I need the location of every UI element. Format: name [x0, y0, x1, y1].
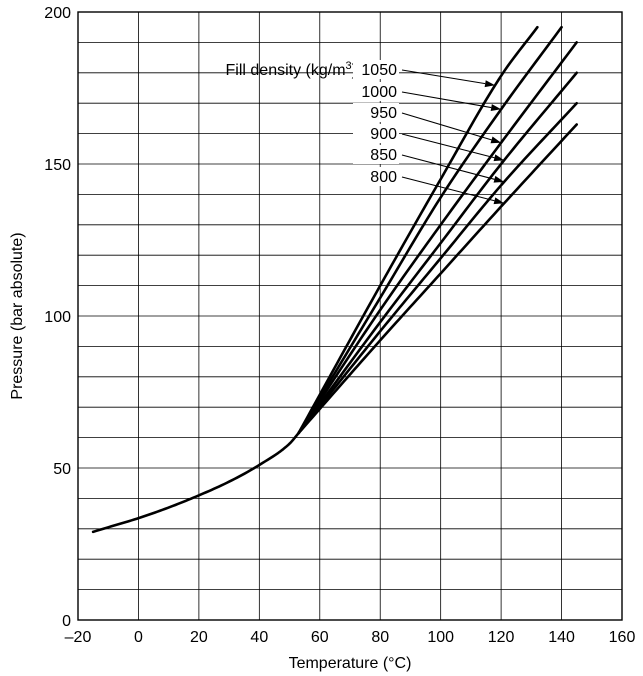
series-line-850 — [297, 101, 578, 435]
legend-arrowhead-1000 — [490, 104, 502, 112]
x-tick-label: 80 — [371, 629, 389, 646]
x-tick-label: 40 — [250, 629, 268, 646]
series-line-900 — [297, 71, 578, 435]
curve-saturation — [91, 431, 300, 534]
x-tick-label: 0 — [134, 629, 143, 646]
legend-label-800: 800 — [370, 169, 397, 186]
series-line-950 — [297, 41, 578, 435]
y-tick-label: 0 — [62, 613, 71, 630]
series-line-800 — [297, 123, 578, 435]
legend-arrow-850 — [401, 154, 495, 180]
legend-label-850: 850 — [370, 147, 397, 164]
series-line-1050 — [297, 25, 539, 435]
x-tick-label: 100 — [427, 629, 454, 646]
x-tick-label: 120 — [488, 629, 515, 646]
legend-arrow-1000 — [401, 91, 492, 109]
legend-label-900: 900 — [370, 126, 397, 143]
legend-arrowhead-1050 — [484, 80, 496, 88]
legend-arrow-1050 — [401, 69, 486, 85]
y-tick-label: 150 — [44, 157, 71, 174]
series-lines — [91, 25, 578, 534]
legend-label-950: 950 — [370, 105, 397, 122]
x-tick-label: 160 — [609, 629, 636, 646]
x-tick-label: 140 — [548, 629, 575, 646]
legend-arrowhead-950 — [490, 136, 502, 144]
legend-label-bg — [353, 82, 399, 101]
x-tick-label: –20 — [65, 629, 92, 646]
x-tick-label: 20 — [190, 629, 208, 646]
legend-label-bg — [353, 167, 399, 186]
y-axis-title: Pressure (bar absolute) — [9, 232, 26, 399]
legend-arrowhead-850 — [493, 175, 505, 183]
legend-title: Fill density (kg/m3) — [226, 60, 357, 79]
series-line-1000 — [297, 25, 563, 435]
grid — [78, 12, 622, 620]
y-tick-label: 200 — [44, 5, 71, 22]
legend-arrow-800 — [401, 176, 495, 202]
legend-label-1000: 1000 — [361, 84, 397, 101]
x-tick-label: 60 — [311, 629, 329, 646]
plot-frame — [77, 11, 623, 621]
y-tick-label: 100 — [44, 309, 71, 326]
legend-arrow-900 — [401, 133, 495, 159]
y-tick-label: 50 — [53, 461, 71, 478]
legend-label-bg — [353, 145, 399, 164]
legend-arrowhead-800 — [493, 197, 505, 205]
legend-label-1050: 1050 — [361, 62, 397, 79]
legend-label-bg — [353, 60, 399, 79]
legend: Fill density (kg/m3)1050 1000 950 900 850 800 — [226, 60, 505, 205]
legend-arrow-950 — [401, 112, 492, 141]
legend-label-bg — [353, 103, 399, 122]
legend-label-bg — [353, 124, 399, 143]
x-axis-title: Temperature (°C) — [289, 655, 412, 672]
legend-arrowhead-900 — [493, 154, 505, 162]
